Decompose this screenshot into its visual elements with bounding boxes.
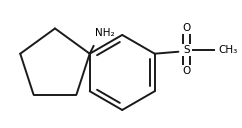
Text: O: O	[182, 66, 190, 76]
Text: NH₂: NH₂	[95, 28, 114, 38]
Text: S: S	[183, 45, 189, 55]
Text: CH₃: CH₃	[218, 45, 237, 55]
Text: O: O	[182, 23, 190, 33]
